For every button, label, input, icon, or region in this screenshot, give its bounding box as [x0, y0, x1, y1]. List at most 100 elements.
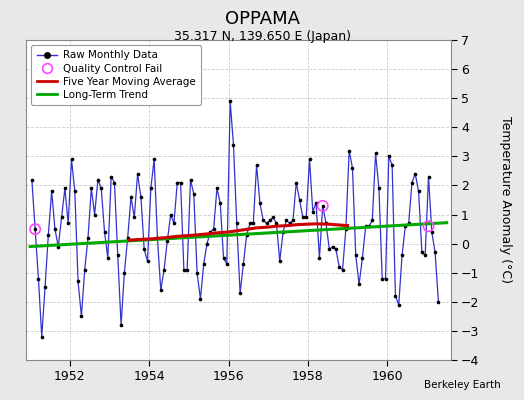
- Point: [348, 165, 357, 171]
- Point: [352, 252, 360, 258]
- Point: [233, 220, 241, 226]
- Point: [190, 191, 198, 197]
- Point: [372, 150, 380, 157]
- Point: [77, 313, 85, 320]
- Point: [114, 252, 122, 258]
- Point: [124, 235, 132, 241]
- Point: [339, 267, 347, 273]
- Point: [236, 290, 244, 296]
- Point: [87, 185, 95, 192]
- Point: [130, 214, 138, 221]
- Point: [61, 185, 69, 192]
- Point: [388, 162, 396, 168]
- Point: [243, 232, 251, 238]
- Point: [256, 200, 264, 206]
- Point: [421, 252, 429, 258]
- Point: [424, 223, 433, 229]
- Point: [137, 194, 145, 200]
- Point: [134, 171, 142, 177]
- Point: [160, 267, 168, 273]
- Point: [414, 188, 423, 194]
- Point: [170, 220, 178, 226]
- Point: [203, 240, 211, 247]
- Point: [418, 249, 426, 256]
- Point: [408, 179, 416, 186]
- Point: [110, 179, 118, 186]
- Point: [180, 267, 188, 273]
- Point: [249, 220, 257, 226]
- Point: [385, 153, 393, 160]
- Point: [266, 217, 274, 224]
- Point: [428, 229, 436, 235]
- Point: [263, 220, 271, 226]
- Point: [335, 264, 343, 270]
- Point: [64, 220, 72, 226]
- Point: [54, 243, 62, 250]
- Point: [196, 296, 204, 302]
- Point: [345, 147, 353, 154]
- Point: [342, 226, 350, 232]
- Point: [319, 203, 327, 209]
- Point: [153, 235, 161, 241]
- Point: [120, 270, 128, 276]
- Point: [362, 223, 370, 229]
- Point: [424, 174, 433, 180]
- Point: [193, 270, 201, 276]
- Point: [325, 246, 334, 253]
- Point: [117, 322, 125, 328]
- Point: [167, 211, 175, 218]
- Point: [282, 217, 290, 224]
- Point: [210, 226, 218, 232]
- Point: [381, 275, 390, 282]
- Point: [147, 185, 155, 192]
- Point: [226, 98, 234, 104]
- Point: [391, 293, 400, 299]
- Point: [101, 229, 109, 235]
- Point: [177, 179, 185, 186]
- Point: [140, 246, 148, 253]
- Point: [375, 185, 383, 192]
- Point: [28, 176, 36, 183]
- Point: [107, 174, 115, 180]
- Point: [157, 287, 165, 293]
- Point: [187, 176, 195, 183]
- Point: [38, 334, 46, 340]
- Point: [405, 220, 413, 226]
- Point: [296, 197, 304, 203]
- Point: [319, 203, 327, 209]
- Point: [299, 214, 307, 221]
- Point: [74, 278, 82, 285]
- Y-axis label: Temperature Anomaly (°C): Temperature Anomaly (°C): [499, 116, 512, 284]
- Point: [97, 185, 105, 192]
- Point: [329, 243, 337, 250]
- Point: [309, 208, 317, 215]
- Point: [312, 200, 320, 206]
- Point: [259, 217, 267, 224]
- Point: [401, 223, 410, 229]
- Point: [220, 255, 228, 261]
- Text: Berkeley Earth: Berkeley Earth: [424, 380, 500, 390]
- Point: [223, 261, 231, 267]
- Point: [253, 162, 261, 168]
- Point: [378, 275, 386, 282]
- Point: [48, 188, 56, 194]
- Point: [276, 258, 284, 264]
- Point: [315, 255, 324, 261]
- Point: [127, 194, 135, 200]
- Point: [216, 200, 224, 206]
- Point: [272, 220, 281, 226]
- Text: OPPAMA: OPPAMA: [224, 10, 300, 28]
- Point: [200, 261, 208, 267]
- Point: [434, 299, 443, 305]
- Point: [183, 267, 191, 273]
- Text: 35.317 N, 139.650 E (Japan): 35.317 N, 139.650 E (Japan): [173, 30, 351, 43]
- Point: [411, 171, 419, 177]
- Point: [104, 255, 112, 261]
- Point: [34, 275, 42, 282]
- Point: [368, 217, 376, 224]
- Point: [41, 284, 49, 290]
- Point: [213, 185, 221, 192]
- Point: [279, 229, 287, 235]
- Point: [94, 176, 102, 183]
- Point: [31, 226, 39, 232]
